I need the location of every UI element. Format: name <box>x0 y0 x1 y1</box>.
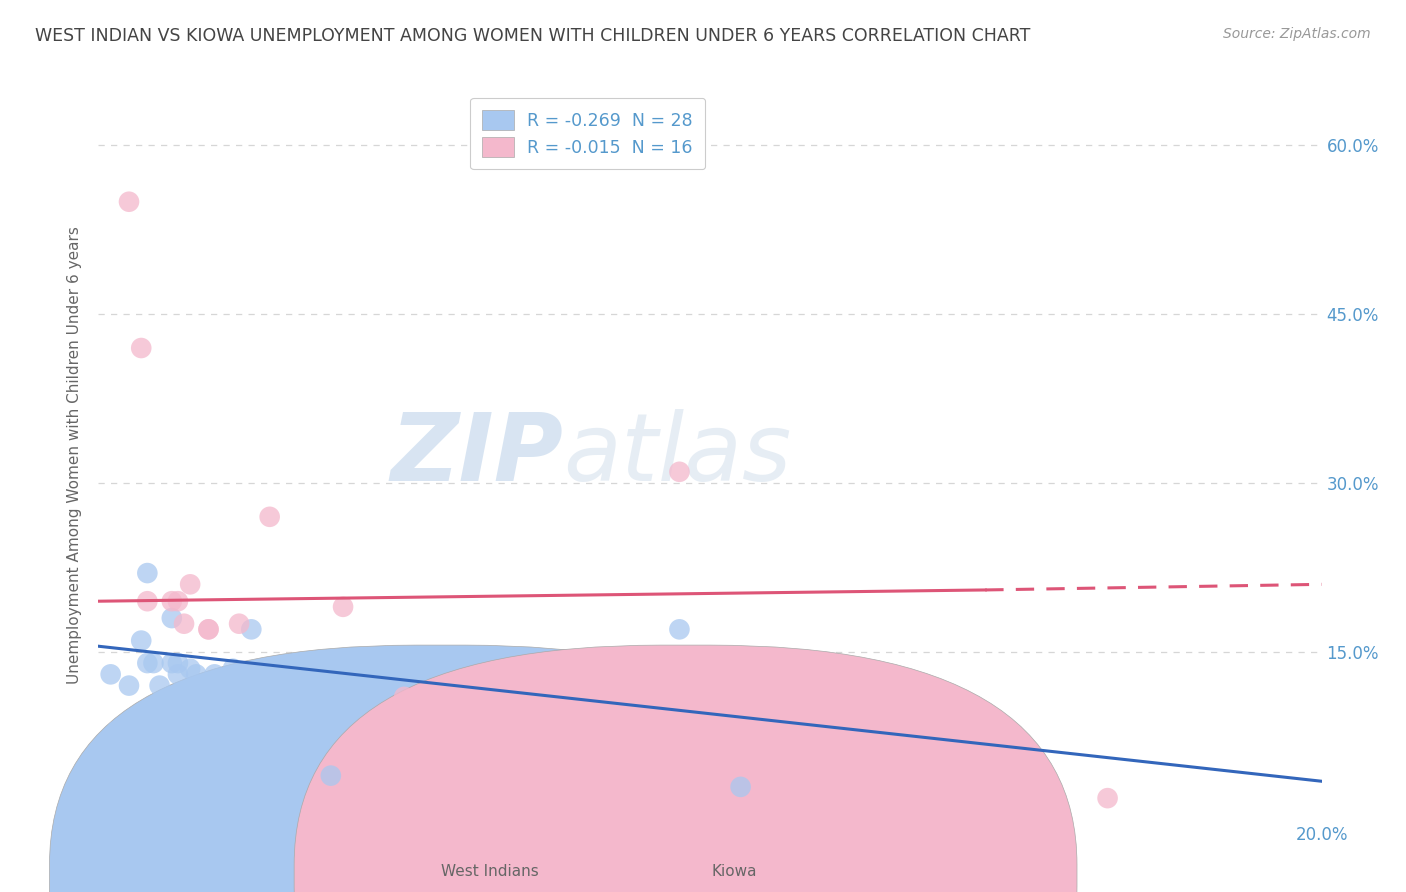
Point <box>392 690 416 704</box>
Point <box>1004 791 1026 805</box>
Text: West Indians: West Indians <box>441 864 538 880</box>
Point <box>129 633 152 648</box>
Point <box>173 616 195 631</box>
Point <box>319 769 342 783</box>
Point <box>167 667 190 681</box>
Point <box>332 599 354 614</box>
Legend: R = -0.269  N = 28, R = -0.015  N = 16: R = -0.269 N = 28, R = -0.015 N = 16 <box>470 98 706 169</box>
Point <box>259 509 281 524</box>
Point <box>668 465 690 479</box>
Point <box>179 577 201 591</box>
Point <box>215 701 238 715</box>
FancyBboxPatch shape <box>49 645 832 892</box>
Point <box>730 780 752 794</box>
Point <box>136 656 159 670</box>
Point <box>129 341 152 355</box>
Point <box>209 690 232 704</box>
Point <box>240 623 263 637</box>
Point <box>668 623 690 637</box>
Point <box>167 594 190 608</box>
Point <box>118 679 141 693</box>
Point <box>160 656 183 670</box>
Point <box>149 701 172 715</box>
Point <box>197 623 219 637</box>
Point <box>136 594 159 608</box>
Point <box>1097 791 1119 805</box>
Point <box>167 656 190 670</box>
Point <box>197 712 219 726</box>
Point <box>197 623 219 637</box>
FancyBboxPatch shape <box>294 645 1077 892</box>
Text: WEST INDIAN VS KIOWA UNEMPLOYMENT AMONG WOMEN WITH CHILDREN UNDER 6 YEARS CORREL: WEST INDIAN VS KIOWA UNEMPLOYMENT AMONG … <box>35 27 1031 45</box>
Point <box>222 662 245 676</box>
Point <box>118 194 141 209</box>
Point <box>179 662 201 676</box>
Point <box>160 594 183 608</box>
Point <box>290 723 312 738</box>
Text: Source: ZipAtlas.com: Source: ZipAtlas.com <box>1223 27 1371 41</box>
Point <box>100 667 122 681</box>
Point <box>252 662 274 676</box>
Point <box>173 701 195 715</box>
Text: Kiowa: Kiowa <box>711 864 758 880</box>
Point <box>142 656 165 670</box>
Point <box>228 616 250 631</box>
Point <box>160 611 183 625</box>
Point <box>204 667 226 681</box>
Point <box>136 566 159 580</box>
Point <box>186 667 208 681</box>
Point <box>149 679 172 693</box>
Text: atlas: atlas <box>564 409 792 500</box>
Text: ZIP: ZIP <box>391 409 564 501</box>
Y-axis label: Unemployment Among Women with Children Under 6 years: Unemployment Among Women with Children U… <box>67 226 83 684</box>
Point <box>105 723 128 738</box>
Point <box>191 679 214 693</box>
